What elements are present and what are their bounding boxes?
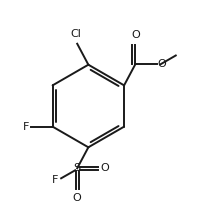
Text: O: O (73, 193, 82, 203)
Text: O: O (131, 30, 140, 40)
Text: F: F (51, 175, 58, 185)
Text: F: F (23, 122, 30, 132)
Text: O: O (100, 163, 109, 173)
Text: O: O (158, 59, 167, 69)
Text: Cl: Cl (71, 29, 82, 39)
Text: S: S (74, 163, 81, 173)
